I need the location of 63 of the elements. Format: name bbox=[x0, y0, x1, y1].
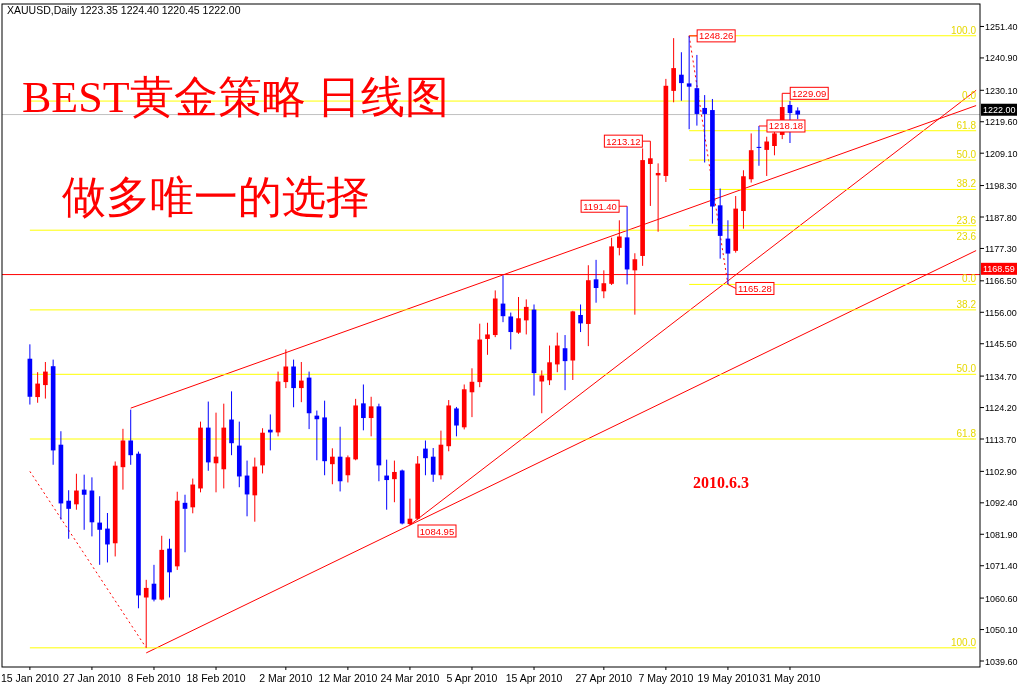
series-label: 0.0 bbox=[962, 273, 977, 285]
x-tick-label: 15 Jan 2010 bbox=[0, 672, 59, 684]
y-tick-label: 1081.90 bbox=[985, 529, 1018, 540]
x-tick-label: 24 Mar 2010 bbox=[380, 672, 440, 684]
chart-title: XAUUSD,Daily 1223.35 1224.40 1220.45 1222.00 bbox=[7, 4, 241, 16]
y-tick-label: 1156.00 bbox=[985, 307, 1017, 318]
x-tick-label: 7 May 2010 bbox=[638, 672, 694, 684]
y-tick-label: 1102.90 bbox=[985, 466, 1017, 477]
y-tick-label: 1198.30 bbox=[985, 181, 1017, 192]
y-tick-label: 1209.10 bbox=[985, 148, 1018, 159]
y-tick-label: 1039.60 bbox=[985, 656, 1018, 667]
y-tick-label: 1134.70 bbox=[985, 371, 1017, 382]
annotation: 1191.40 bbox=[580, 199, 628, 213]
y-tick-label: 1124.20 bbox=[985, 403, 1017, 414]
series-label: 38.2 bbox=[956, 298, 977, 310]
price-box: 1168.59 bbox=[981, 262, 1017, 275]
x-tick-label: 15 Apr 2010 bbox=[505, 672, 563, 684]
annotation: 1165.28 bbox=[738, 282, 772, 294]
series-label: 100.0 bbox=[950, 24, 977, 36]
annotation: 1218.18 bbox=[768, 120, 804, 132]
y-tick-label: 1230.10 bbox=[985, 85, 1018, 96]
y-tick-label: 1071.40 bbox=[985, 561, 1018, 572]
x-tick-label: 5 Apr 2010 bbox=[446, 672, 498, 684]
y-tick-label: 1050.10 bbox=[985, 625, 1018, 636]
series-label: 23.6 bbox=[956, 214, 977, 226]
x-tick-label: 12 Mar 2010 bbox=[318, 672, 378, 684]
x-tick-label: 27 Apr 2010 bbox=[575, 672, 633, 684]
y-tick-label: 1240.90 bbox=[985, 53, 1018, 64]
y-tick-label: 1145.50 bbox=[985, 339, 1017, 350]
annotation: 1229.09 bbox=[781, 86, 829, 100]
annotation: 1229.09 bbox=[792, 87, 827, 99]
x-tick-label: 19 May 2010 bbox=[697, 672, 759, 684]
y-tick-label: 1060.60 bbox=[985, 593, 1018, 604]
annotation: 1248.26 bbox=[688, 29, 736, 43]
series-label: 50.0 bbox=[956, 363, 977, 375]
y-tick-label: 1187.80 bbox=[985, 212, 1017, 223]
annotation: 1213.12 bbox=[606, 135, 641, 147]
annotation: 做多唯一的选择 bbox=[60, 173, 372, 222]
price-box: 1222.00 bbox=[981, 103, 1017, 116]
series-label: 61.8 bbox=[956, 119, 977, 131]
y-tick-label: 1219.60 bbox=[985, 117, 1018, 128]
x-tick-label: 27 Jan 2010 bbox=[63, 672, 121, 684]
annotation: 1165.28 bbox=[727, 282, 775, 295]
x-tick-label: 31 May 2010 bbox=[759, 672, 821, 684]
x-tick-label: 2 Mar 2010 bbox=[259, 672, 313, 684]
annotation: 1191.40 bbox=[583, 200, 617, 212]
series-label: 61.8 bbox=[956, 428, 977, 440]
series-label: 38.2 bbox=[956, 178, 977, 190]
annotation: 1218.18 bbox=[758, 119, 806, 133]
y-tick-label: 1177.30 bbox=[985, 243, 1017, 254]
x-tick-label: 8 Feb 2010 bbox=[127, 672, 181, 684]
y-tick-label: 1092.40 bbox=[985, 498, 1018, 509]
series-label: 23.6 bbox=[956, 231, 977, 243]
y-tick-label: 1166.50 bbox=[985, 276, 1017, 287]
y-tick-label: 1251.40 bbox=[985, 21, 1018, 32]
series-label: 50.0 bbox=[956, 149, 977, 161]
annotation: 1213.12 bbox=[603, 134, 651, 148]
annotation: 1248.26 bbox=[698, 30, 734, 42]
series-label: 100.0 bbox=[950, 636, 977, 648]
annotation: 2010.6.3 bbox=[691, 474, 751, 491]
annotation: 1084.95 bbox=[417, 524, 457, 538]
x-tick-label: 18 Feb 2010 bbox=[186, 672, 246, 684]
y-tick-label: 1113.70 bbox=[985, 434, 1017, 445]
